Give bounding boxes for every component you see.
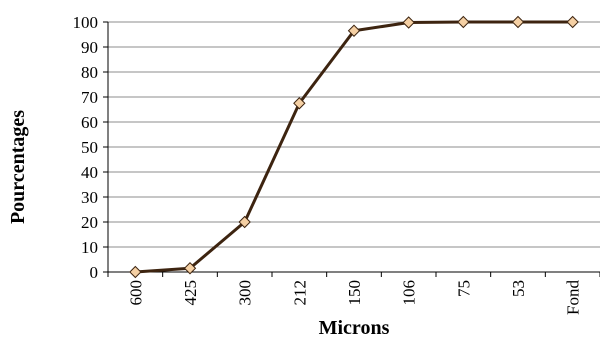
x-tick-label: 300: [236, 280, 255, 306]
x-tick-label: 106: [400, 280, 419, 306]
x-tick-label: 212: [290, 280, 309, 306]
data-point: [457, 15, 470, 29]
data-point: [566, 15, 579, 29]
y-tick-label: 0: [90, 263, 99, 282]
x-tick-label: 75: [454, 280, 473, 297]
y-tick-label: 10: [81, 238, 98, 257]
data-point: [511, 15, 525, 29]
y-tick-label: 20: [81, 213, 98, 232]
y-tick-labels: 0 10 20 30 40 50 60 70 80 90 100: [73, 13, 99, 282]
y-tick-label: 30: [81, 188, 98, 207]
data-point: [402, 16, 415, 29]
y-tick-label: 80: [81, 63, 98, 82]
x-tick-label: 53: [509, 280, 528, 297]
data-series: [129, 15, 579, 279]
y-tick-label: 50: [81, 138, 98, 157]
x-tick-label: 600: [126, 280, 145, 306]
data-point: [238, 215, 251, 229]
axes: [103, 21, 600, 277]
x-tick-label: 425: [181, 280, 200, 306]
y-tick-label: 60: [81, 113, 98, 132]
x-tick-labels: 600 425 300 212 150 106 75 53 Fond: [126, 280, 582, 315]
x-tick-label: 150: [345, 280, 364, 306]
data-point: [129, 265, 142, 279]
y-tick-label: 100: [73, 13, 99, 32]
x-tick-label: Fond: [564, 280, 583, 315]
data-point: [183, 262, 197, 275]
y-tick-label: 90: [81, 38, 98, 57]
data-point: [293, 97, 306, 110]
x-axis-title: Microns: [319, 317, 390, 339]
y-tick-label: 70: [81, 88, 98, 107]
data-point: [347, 24, 361, 37]
y-axis-title: Pourcentages: [7, 110, 29, 224]
y-tick-label: 40: [81, 163, 98, 182]
gridlines: [108, 21, 600, 248]
